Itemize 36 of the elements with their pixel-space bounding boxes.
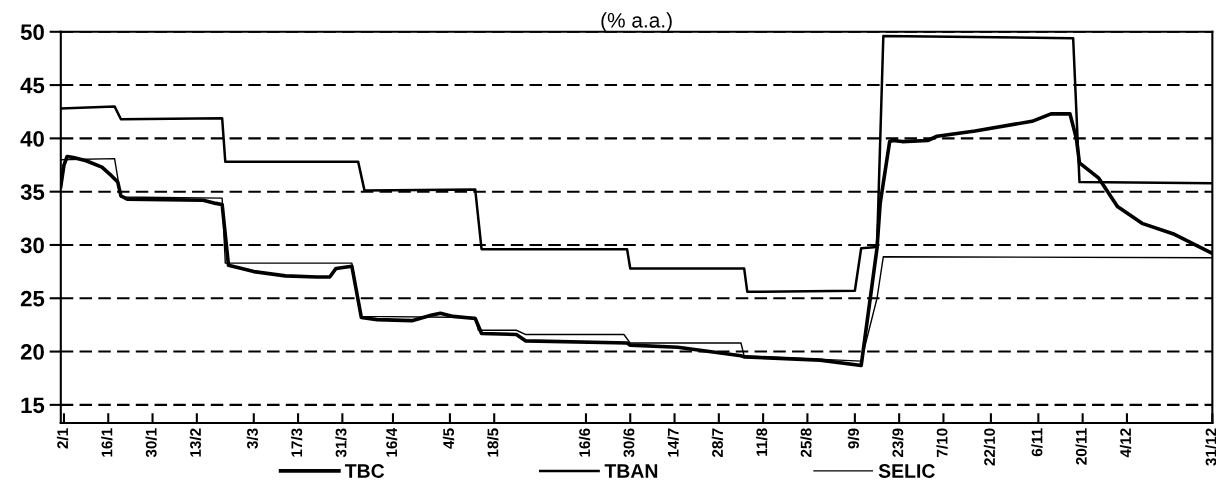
chart-title: (% a.a.) bbox=[601, 12, 672, 32]
x-tick-label: 6/11 bbox=[1031, 428, 1043, 457]
x-tick-label: 30/1 bbox=[145, 428, 157, 458]
x-tick-label: 14/7 bbox=[667, 428, 679, 457]
legend-label: TBC bbox=[344, 464, 385, 478]
x-tick-label: 7/10 bbox=[936, 428, 948, 457]
x-tick-label: 11/8 bbox=[756, 428, 768, 456]
x-tick-label: 4/5 bbox=[442, 428, 455, 449]
x-tick-label: 17/3 bbox=[290, 428, 303, 457]
x-tick-label: 13/2 bbox=[189, 428, 202, 457]
x-tick-label: 20/11 bbox=[1075, 428, 1087, 465]
x-tick-label: 22/10 bbox=[983, 428, 996, 466]
x-tick-label: 25/8 bbox=[800, 428, 812, 458]
x-tick-label: 23/9 bbox=[892, 428, 904, 458]
x-tick-label: 2/1 bbox=[56, 428, 69, 449]
y-tick-label: 20 bbox=[20, 344, 44, 360]
y-tick-label: 15 bbox=[21, 397, 45, 414]
y-tick-label: 35 bbox=[20, 184, 45, 200]
x-tick-label: 16/1 bbox=[101, 428, 113, 457]
x-tick-label: 28/7 bbox=[711, 428, 724, 458]
y-tick-label: 40 bbox=[20, 130, 44, 147]
x-tick-label: 3/3 bbox=[246, 428, 259, 449]
y-tick-label: 50 bbox=[20, 24, 44, 41]
y-tick-label: 45 bbox=[20, 77, 45, 94]
x-tick-label: 30/6 bbox=[623, 428, 635, 458]
x-tick-label: 9/9 bbox=[847, 428, 860, 449]
y-tick-label: 30 bbox=[20, 237, 44, 254]
x-tick-label: 31/12 bbox=[1205, 428, 1216, 466]
x-tick-label: 4/12 bbox=[1119, 428, 1132, 458]
y-tick-label: 25 bbox=[20, 290, 45, 307]
x-tick-label: 16/6 bbox=[578, 428, 591, 457]
legend-label: TBAN bbox=[604, 464, 658, 478]
x-tick-label: 31/3 bbox=[335, 428, 347, 458]
legend-label: SELIC bbox=[878, 464, 935, 478]
x-tick-label: 18/5 bbox=[487, 428, 499, 457]
x-tick-label: 16/4 bbox=[385, 427, 398, 457]
